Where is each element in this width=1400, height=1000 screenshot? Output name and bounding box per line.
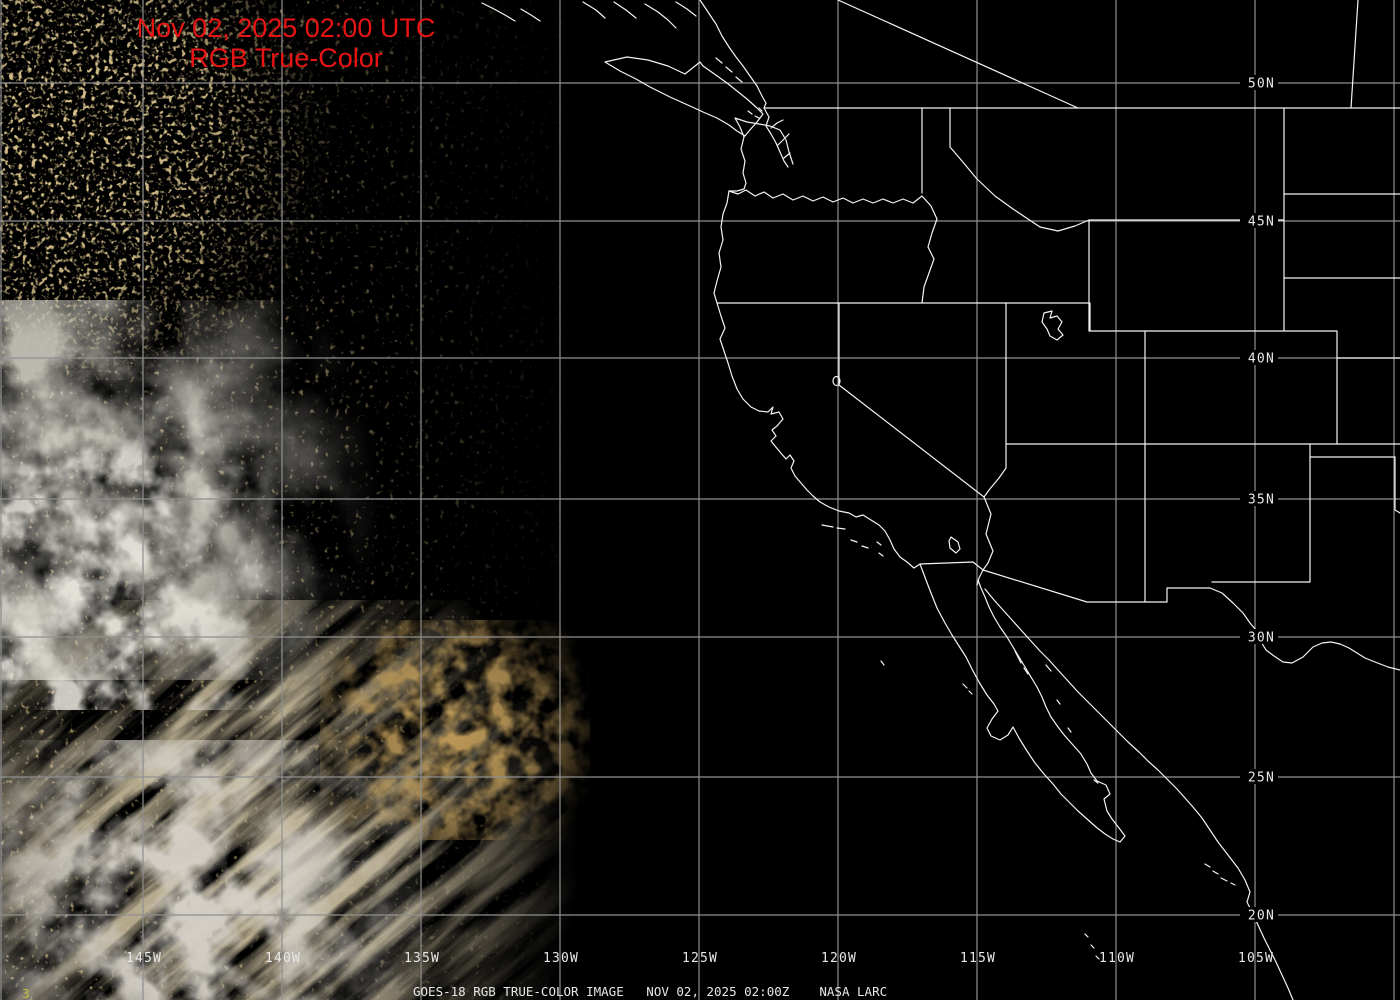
lat-label: 20N [1248, 909, 1275, 924]
lat-label: 40N [1248, 352, 1275, 367]
lon-label: 140W [265, 951, 301, 966]
lon-label: 145W [126, 951, 162, 966]
lon-label: 135W [404, 951, 440, 966]
lat-label: 30N [1248, 631, 1275, 646]
frame-corner-mark: 3 [22, 986, 30, 1000]
graticule-labels: 50N 45N 40N 35N 30N 25N 20N 145W 140W 135W 130W 125… [126, 75, 1278, 966]
lat-label-backing [1240, 491, 1278, 506]
lon-label: 125W [682, 951, 718, 966]
lat-label: 25N [1248, 771, 1275, 786]
footer-caption: GOES-18 RGB TRUE-COLOR IMAGE NOV 02, 202… [413, 984, 887, 999]
map-overlay [481, 0, 1400, 1000]
lon-label: 120W [821, 951, 857, 966]
lat-label-backing [1240, 769, 1278, 784]
lon-label: 115W [960, 951, 996, 966]
cloud-layer [0, 0, 763, 1000]
image-title: Nov 02, 2025 02:00 UTC RGB True-Color [137, 13, 436, 73]
coastlines [604, 0, 1294, 1000]
lat-label-backing [1240, 629, 1278, 644]
lat-label: 45N [1248, 215, 1275, 230]
lakes [832, 310, 1064, 554]
lat-label-backing [1240, 907, 1278, 922]
lon-label: 105W [1238, 951, 1274, 966]
title-line-2: RGB True-Color [189, 43, 383, 73]
lat-label-backing [1240, 75, 1278, 90]
title-line-1: Nov 02, 2025 02:00 UTC [137, 13, 436, 43]
islands [481, 1, 1236, 960]
cloud-field-bottomleft-gray [0, 740, 420, 1000]
lon-label: 110W [1099, 951, 1135, 966]
political-borders [716, 0, 1400, 671]
lat-label-backing [1240, 350, 1278, 365]
lon-label: 130W [543, 951, 579, 966]
lat-label-backing [1240, 213, 1278, 228]
lat-label: 50N [1248, 77, 1275, 92]
cloud-field-bright-core [0, 370, 340, 710]
lat-label: 35N [1248, 493, 1275, 508]
